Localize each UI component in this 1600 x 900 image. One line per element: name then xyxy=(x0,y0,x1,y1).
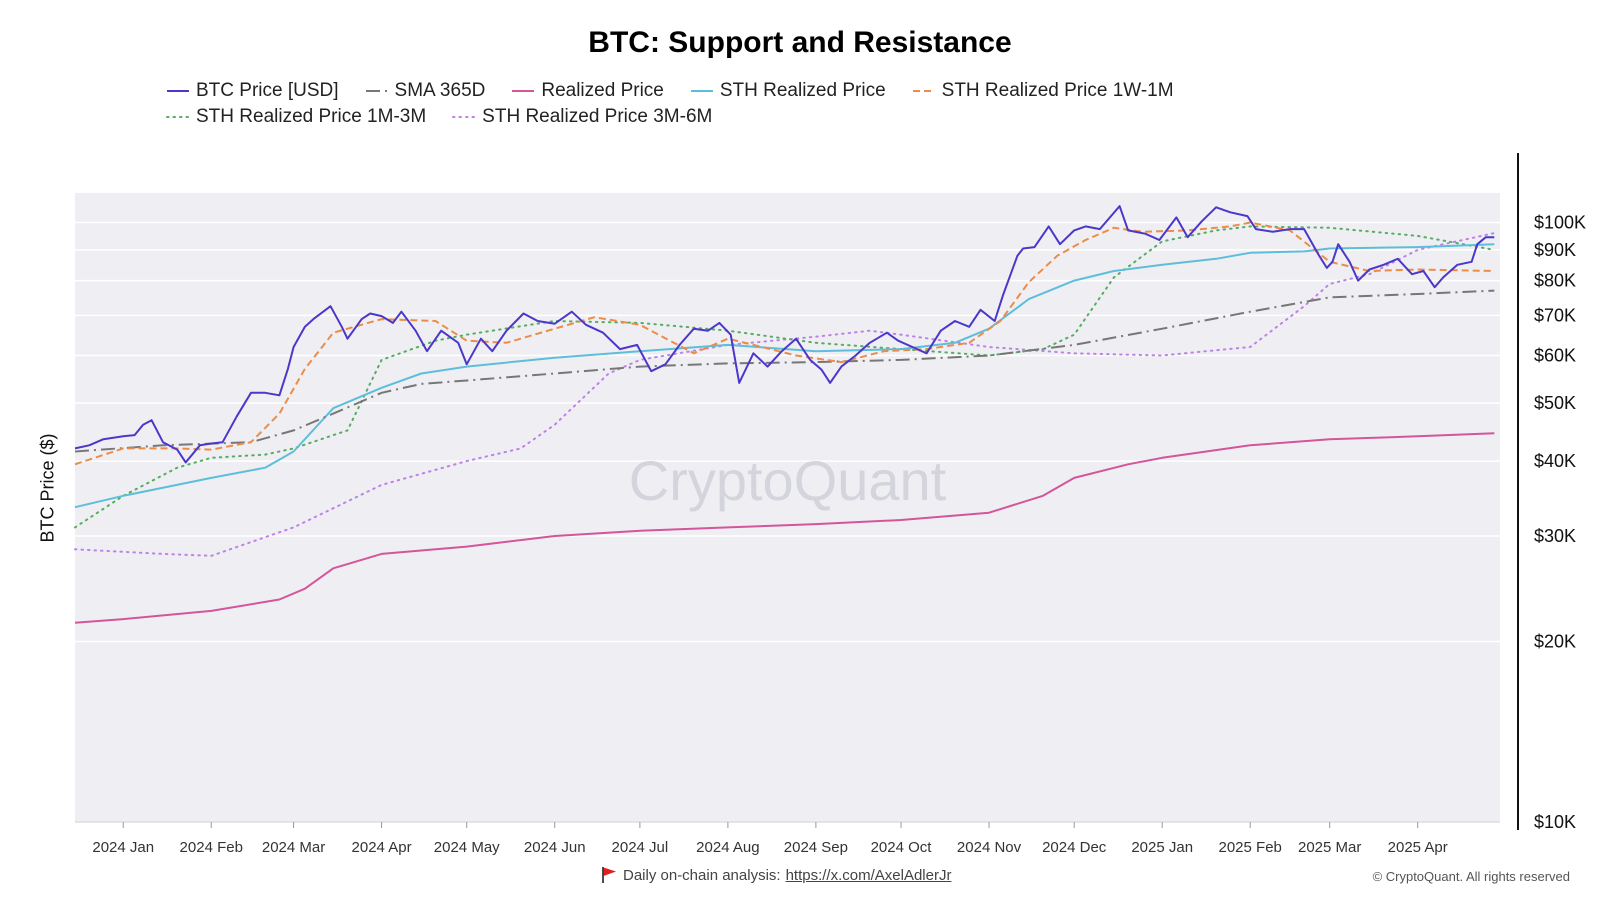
footer-link[interactable]: https://x.com/AxelAdlerJr xyxy=(785,866,952,884)
x-tick-label: 2024 Oct xyxy=(871,839,933,856)
x-tick-label: 2025 Apr xyxy=(1388,839,1448,856)
y-tick-label: $70K xyxy=(1534,305,1576,325)
legend-label: STH Realized Price 1W-1M xyxy=(941,80,1174,101)
legend-swatch xyxy=(167,90,189,92)
y-tick-label: $30K xyxy=(1534,526,1576,546)
legend-swatch xyxy=(690,90,713,92)
series-line-sth-realized-price xyxy=(74,243,1495,509)
legend-swatch xyxy=(512,90,535,92)
legend-label: STH Realized Price xyxy=(719,80,886,101)
y-tick-label: $90K xyxy=(1534,240,1576,260)
watermark: CryptoQuant xyxy=(629,449,947,512)
series-line-btc-price-usd xyxy=(74,205,1495,464)
legend-item-sth-realized-price-1m-3m[interactable]: STH Realized Price 1M-3M xyxy=(166,104,426,130)
legend-label: Realized Price xyxy=(541,80,664,101)
x-tick-label: 2024 Sep xyxy=(784,839,848,856)
footer-note: Daily on-chain analysis: https://x.com/A… xyxy=(601,866,951,884)
y-tick-label: $60K xyxy=(1534,346,1576,366)
series-lines xyxy=(74,205,1496,624)
x-tick-label: 2024 Jul xyxy=(612,839,669,856)
legend-label: BTC Price [USD] xyxy=(196,80,339,101)
x-tick-label: 2024 Nov xyxy=(957,839,1022,856)
legend-item-realized-price[interactable]: Realized Price xyxy=(511,78,664,104)
legend-item-sth-realized-price-3m-6m[interactable]: STH Realized Price 3M-6M xyxy=(452,104,712,130)
x-tick-label: 2024 Apr xyxy=(352,839,412,856)
legend-item-btc-price-usd[interactable]: BTC Price [USD] xyxy=(166,78,339,104)
x-tick-label: 2025 Jan xyxy=(1131,839,1193,856)
legend[interactable]: BTC Price [USD] SMA 365D Realized Price STH… xyxy=(166,78,1466,130)
y-tick-label: $100K xyxy=(1534,213,1586,233)
y-axis-ticks: $10K $20K $30K $40K $50K $60K $70K $80K $90K $100… xyxy=(1534,213,1586,832)
y-tick-label: $50K xyxy=(1534,393,1576,413)
y-tick-label: $80K xyxy=(1534,271,1576,291)
y-tick-label: $40K xyxy=(1534,451,1576,471)
legend-swatch xyxy=(912,90,935,92)
footer-note-text: Daily on-chain analysis: xyxy=(623,866,781,884)
flag-icon xyxy=(602,867,616,883)
x-tick-label: 2024 Dec xyxy=(1042,839,1107,856)
y-tick-label: $10K xyxy=(1534,812,1576,832)
legend-swatch xyxy=(365,90,388,92)
legend-item-sth-realized-price-1w-1m[interactable]: STH Realized Price 1W-1M xyxy=(912,78,1174,104)
x-tick-label: 2025 Mar xyxy=(1298,839,1361,856)
x-tick-label: 2025 Feb xyxy=(1219,839,1282,856)
copyright-text: © CryptoQuant. All rights reserved xyxy=(1372,869,1570,884)
x-tick-label: 2024 Mar xyxy=(262,839,325,856)
series-line-sma-365d xyxy=(74,289,1495,453)
plot-background xyxy=(75,193,1500,822)
series-line-sth-realized-price-3m-6m xyxy=(74,232,1496,557)
x-tick-label: 2024 Jan xyxy=(92,839,154,856)
chart-title: BTC: Support and Resistance xyxy=(588,26,1012,59)
x-tick-label: 2024 Jun xyxy=(524,839,586,856)
legend-item-sma-365d[interactable]: SMA 365D xyxy=(365,78,486,104)
x-tick-label: 2024 Aug xyxy=(696,839,759,856)
x-tick-label: 2024 May xyxy=(434,839,500,856)
x-tick-label: 2024 Feb xyxy=(180,839,243,856)
legend-item-sth-realized-price[interactable]: STH Realized Price xyxy=(690,78,886,104)
legend-label: STH Realized Price 1M-3M xyxy=(196,106,427,127)
legend-label: STH Realized Price 3M-6M xyxy=(482,106,713,127)
series-line-sth-realized-price-1w-1m xyxy=(74,221,1495,466)
y-tick-label: $20K xyxy=(1534,632,1576,652)
legend-label: SMA 365D xyxy=(394,80,486,101)
x-axis-ticks: 2024 Jan 2024 Feb 2024 Mar 2024 Apr 2024 May… xyxy=(75,821,1500,856)
series-line-realized-price xyxy=(74,432,1495,624)
